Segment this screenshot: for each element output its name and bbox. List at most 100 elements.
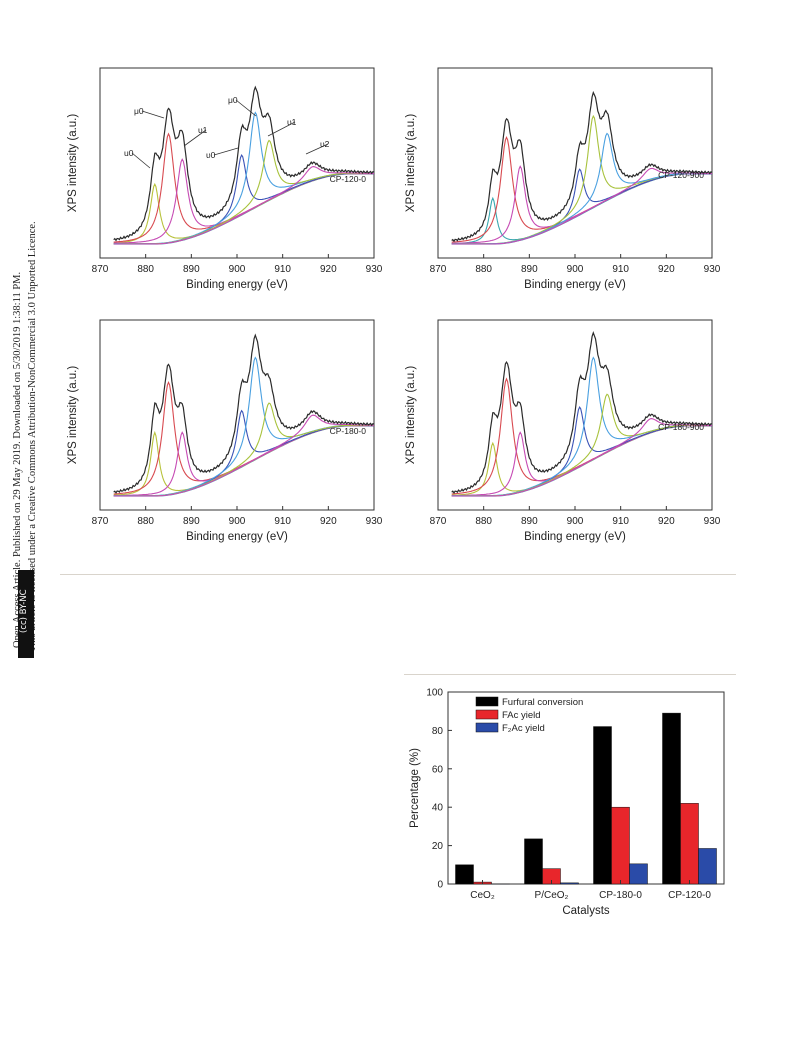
- envelope-curve: [451, 90, 713, 243]
- component-peak-7: [113, 166, 374, 245]
- x-tick-label-880: 880: [475, 516, 492, 527]
- xps-panel-cp-180-0: 870 880 890 900 910 920 930 Binding energy (eV)…: [67, 319, 383, 543]
- x-tick-label-880: 880: [137, 516, 154, 527]
- x-tick-label-880: 880: [137, 264, 154, 275]
- sample-label: CP-120-0: [330, 174, 367, 184]
- x-tick-label-900: 900: [567, 264, 584, 275]
- xps-panel-cp-120-900: 870 880 890 900 910 920 930 Binding energy (eV)…: [405, 67, 721, 291]
- bar-0-3: [662, 712, 681, 885]
- figure-divider-right: [404, 674, 736, 675]
- y-tick-label-0: 0: [437, 880, 443, 891]
- x-tick-label-890: 890: [183, 264, 200, 275]
- y-tick-label-20: 20: [432, 841, 444, 852]
- x-tick-label-910: 910: [612, 516, 629, 527]
- license-sidebar: Open Access Article. Published on 29 May…: [0, 0, 50, 680]
- x-tick-label-920: 920: [320, 264, 337, 275]
- peak-label-5: υ1: [287, 117, 297, 127]
- bar-1-2: [611, 806, 630, 885]
- envelope-curve: [113, 85, 375, 242]
- x-tick-label-900: 900: [567, 516, 584, 527]
- bar-2-3: [698, 848, 717, 885]
- x-axis-label: Binding energy (eV): [524, 531, 626, 543]
- legend-swatch-1: [475, 709, 499, 720]
- x-tick-label-880: 880: [475, 264, 492, 275]
- envelope-curve: [113, 333, 375, 494]
- component-peak-6: [451, 167, 713, 245]
- x-tick-label-890: 890: [183, 516, 200, 527]
- category-label-2: CP-180-0: [599, 890, 642, 901]
- x-axis-label: Binding energy (eV): [524, 279, 626, 291]
- peak-label-3: υ0: [206, 150, 216, 160]
- xps-panel-cp-120-0: 870 880 890 900 910 920 930 Binding energy (eV)…: [67, 67, 383, 291]
- legend-label-2: F₂Ac yield: [502, 723, 545, 734]
- annotation-arrow-6: [305, 143, 329, 155]
- x-tick-label-900: 900: [229, 264, 246, 275]
- category-label-1: P/CeO₂: [535, 890, 569, 901]
- x-tick-label-930: 930: [704, 264, 721, 275]
- sample-label: CP-180-900: [658, 422, 704, 432]
- legend-swatch-0: [475, 696, 499, 707]
- legend-swatch-2: [475, 722, 499, 733]
- bar-2-2: [629, 863, 648, 885]
- legend-label-0: Furfural conversion: [502, 697, 583, 708]
- x-tick-label-890: 890: [521, 516, 538, 527]
- y-axis-label: Percentage (%): [409, 748, 421, 828]
- bar-1-3: [680, 803, 699, 885]
- y-tick-label-100: 100: [426, 688, 443, 699]
- envelope-curve: [451, 330, 713, 494]
- peak-label-4: μ0: [228, 95, 238, 105]
- annotation-arrow-4: [235, 99, 257, 117]
- y-axis-label: XPS intensity (a.u.): [67, 366, 79, 465]
- x-tick-label-920: 920: [658, 516, 675, 527]
- y-tick-label-80: 80: [432, 726, 444, 737]
- peak-label-0: u0: [124, 148, 134, 158]
- xps-panel-cp-180-900: 870 880 890 900 910 920 930 Binding energy (eV)…: [405, 319, 721, 543]
- cc-badge-label: (cc) BY-NC: [19, 589, 29, 633]
- x-tick-label-930: 930: [366, 264, 383, 275]
- component-peak-6: [451, 418, 712, 497]
- x-tick-label-870: 870: [430, 516, 447, 527]
- annotation-arrow-3: [213, 147, 239, 156]
- annotation-arrow-1: [141, 110, 165, 119]
- y-tick-label-40: 40: [432, 803, 444, 814]
- x-tick-label-910: 910: [274, 264, 291, 275]
- bar-0-2: [593, 726, 612, 885]
- x-tick-label-890: 890: [521, 264, 538, 275]
- x-axis-label: Catalysts: [562, 905, 610, 917]
- peak-label-2: υ1: [198, 125, 208, 135]
- category-label-0: CeO₂: [470, 890, 495, 901]
- bar-0-1: [524, 838, 543, 885]
- annotation-arrow-0: [131, 152, 151, 169]
- peak-label-1: μ0: [134, 106, 144, 116]
- x-tick-label-920: 920: [658, 264, 675, 275]
- x-tick-label-870: 870: [92, 516, 109, 527]
- y-axis-label: XPS intensity (a.u.): [405, 114, 417, 213]
- x-tick-label-910: 910: [612, 264, 629, 275]
- x-tick-label-910: 910: [274, 516, 291, 527]
- y-axis-label: XPS intensity (a.u.): [67, 114, 79, 213]
- x-tick-label-930: 930: [366, 516, 383, 527]
- x-tick-label-870: 870: [430, 264, 447, 275]
- bar-0-0: [455, 864, 474, 885]
- annotation-arrow-5: [267, 121, 296, 137]
- x-axis-label: Binding energy (eV): [186, 279, 288, 291]
- catalyst-bar-chart: 0 20 40 60 80 100 CeO₂ P/CeO₂ CP-180-0 CP-120-0 Ca…: [409, 688, 725, 917]
- sample-label: CP-180-0: [330, 426, 367, 436]
- x-tick-label-900: 900: [229, 516, 246, 527]
- y-tick-label-60: 60: [432, 764, 444, 775]
- x-tick-label-930: 930: [704, 516, 721, 527]
- annotation-arrow-2: [183, 129, 207, 147]
- category-label-3: CP-120-0: [668, 890, 711, 901]
- figure-divider-top: [60, 574, 736, 575]
- x-tick-label-920: 920: [320, 516, 337, 527]
- bar-2-1: [560, 882, 579, 885]
- y-axis-label: XPS intensity (a.u.): [405, 366, 417, 465]
- component-peak-5: [451, 393, 712, 497]
- component-peak-6: [113, 414, 374, 497]
- x-tick-label-870: 870: [92, 264, 109, 275]
- bar-plot-frame: [447, 691, 725, 885]
- cc-license-badge[interactable]: (cc) BY-NC: [18, 570, 34, 658]
- sample-label: CP-120-900: [658, 170, 704, 180]
- peak-label-6: υ2: [320, 139, 330, 149]
- x-axis-label: Binding energy (eV): [186, 531, 288, 543]
